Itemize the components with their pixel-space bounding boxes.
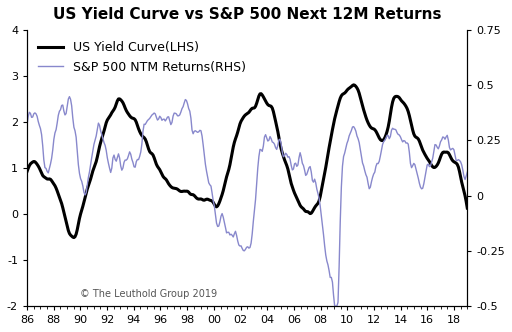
US Yield Curve(LHS) <box>343 90 349 94</box>
S&P 500 NTM Returns(RHS) <box>186 107 192 111</box>
S&P 500 NTM Returns(RHS) <box>456 158 462 162</box>
US Yield Curve(LHS) <box>71 236 77 240</box>
US Yield Curve(LHS) <box>53 186 59 190</box>
S&P 500 NTM Returns(RHS) <box>175 114 181 118</box>
US Yield Curve(LHS) <box>175 187 181 191</box>
S&P 500 NTM Returns(RHS) <box>24 123 30 126</box>
Legend: US Yield Curve(LHS), S&P 500 NTM Returns(RHS): US Yield Curve(LHS), S&P 500 NTM Returns… <box>33 36 251 79</box>
US Yield Curve(LHS) <box>24 169 30 173</box>
Text: © The Leuthold Group 2019: © The Leuthold Group 2019 <box>80 289 218 299</box>
US Yield Curve(LHS) <box>456 169 462 173</box>
S&P 500 NTM Returns(RHS) <box>464 170 471 174</box>
S&P 500 NTM Returns(RHS) <box>332 304 338 308</box>
US Yield Curve(LHS) <box>351 83 357 87</box>
S&P 500 NTM Returns(RHS) <box>53 128 59 132</box>
S&P 500 NTM Returns(RHS) <box>344 141 350 145</box>
US Yield Curve(LHS) <box>401 101 407 105</box>
Title: US Yield Curve vs S&P 500 Next 12M Returns: US Yield Curve vs S&P 500 Next 12M Retur… <box>53 7 441 22</box>
US Yield Curve(LHS) <box>464 206 471 210</box>
S&P 500 NTM Returns(RHS) <box>401 139 407 143</box>
Line: US Yield Curve(LHS): US Yield Curve(LHS) <box>27 85 467 238</box>
S&P 500 NTM Returns(RHS) <box>67 95 73 99</box>
US Yield Curve(LHS) <box>186 190 192 194</box>
Line: S&P 500 NTM Returns(RHS): S&P 500 NTM Returns(RHS) <box>27 97 467 306</box>
